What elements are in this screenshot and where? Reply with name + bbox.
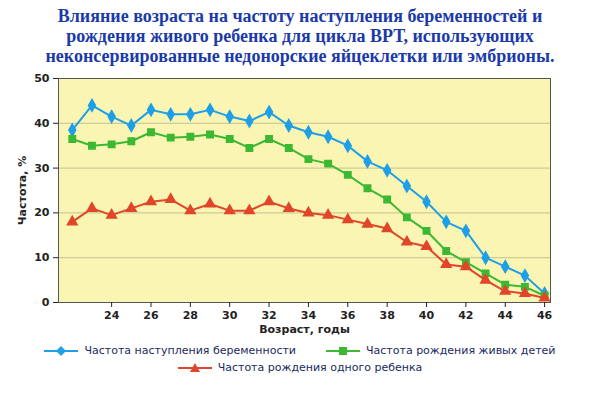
svg-text:0: 0: [42, 296, 50, 309]
html-text:Влияние возраста на частоту на: Влияние возраста на частоту наступления …: [45, 6, 555, 66]
svg-text:24: 24: [104, 309, 120, 322]
svg-text:30: 30: [222, 309, 238, 322]
svg-text:32: 32: [261, 309, 276, 322]
html-text:Частота рождения живых детей: Частота рождения живых детей: [366, 344, 556, 357]
svg-text:28: 28: [183, 309, 198, 322]
html-text:Частота наступления беременнос: Частота наступления беременности: [84, 344, 296, 357]
svg-text:36: 36: [340, 309, 356, 322]
svg-text:50: 50: [34, 72, 50, 85]
svg-text:40: 40: [419, 309, 435, 322]
svg-text:40: 40: [34, 117, 50, 130]
svg-text:44: 44: [498, 309, 514, 322]
svg-text:26: 26: [143, 309, 159, 322]
svg-text:10: 10: [34, 251, 50, 264]
svg-text:20: 20: [34, 206, 50, 219]
svg-text:Частота, %: Частота, %: [16, 156, 29, 226]
svg-text:34: 34: [301, 309, 317, 322]
svg-text:46: 46: [537, 309, 553, 322]
svg-text:42: 42: [458, 309, 473, 322]
html-text:Частота рождения одного ребенк: Частота рождения одного ребенка: [217, 361, 423, 374]
svg-text:Возраст, годы: Возраст, годы: [259, 323, 350, 336]
svg-text:38: 38: [379, 309, 394, 322]
svg-text:30: 30: [34, 162, 50, 175]
